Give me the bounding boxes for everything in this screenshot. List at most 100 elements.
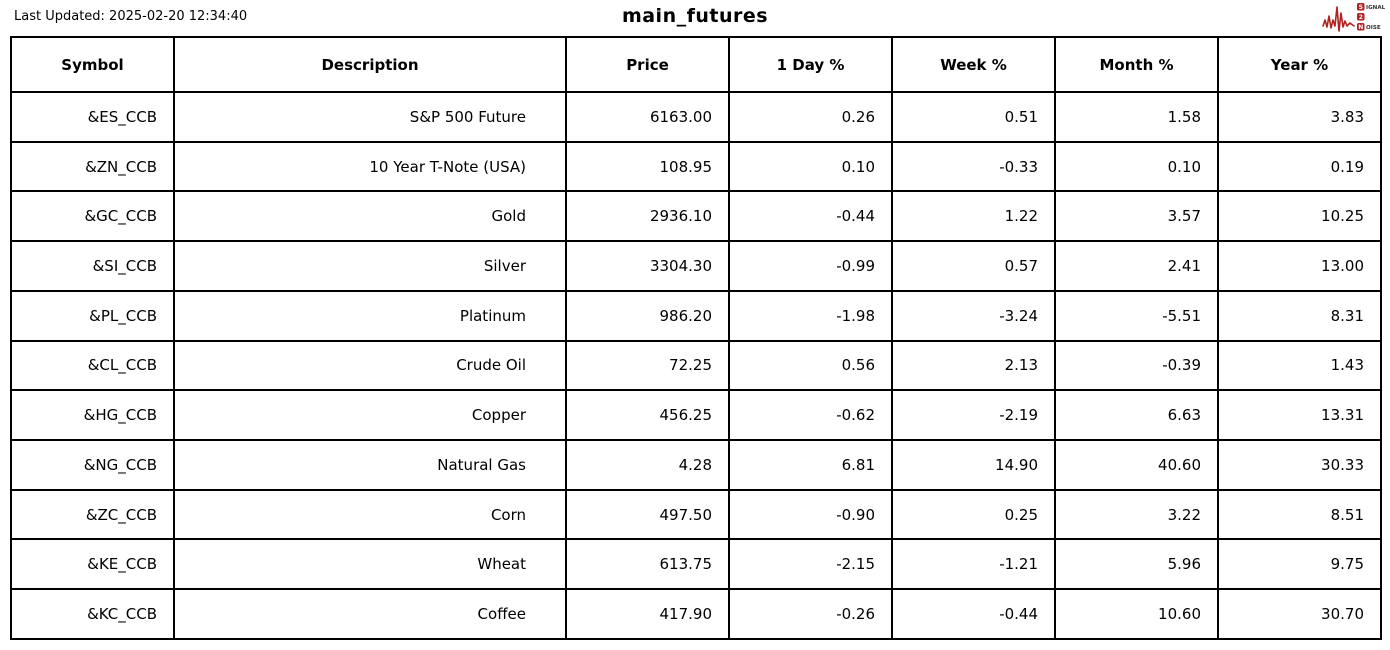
- day-change-cell: -0.99: [728, 240, 893, 292]
- futures-table-container: Symbol Description Price 1 Day % Week % Month…: [10, 36, 1382, 640]
- description-cell: Natural Gas: [173, 439, 567, 491]
- month-change-cell: 3.57: [1054, 190, 1219, 243]
- week-change-cell: 0.25: [891, 488, 1056, 541]
- year-change-cell: 9.75: [1217, 538, 1382, 591]
- logo-number-2: 2: [1359, 14, 1363, 21]
- table-row: &SI_CCB Silver 3304.30 -0.99 0.57 2.41 13.00: [10, 240, 1382, 292]
- symbol-cell: &ZC_CCB: [10, 488, 175, 541]
- column-header-price: Price: [565, 36, 730, 93]
- day-change-cell: 6.81: [728, 439, 893, 491]
- column-header-month: Month %: [1054, 36, 1219, 93]
- description-cell: Platinum: [173, 289, 567, 342]
- price-cell: 4.28: [565, 439, 730, 491]
- price-cell: 72.25: [565, 339, 730, 392]
- week-change-cell: 0.57: [891, 240, 1056, 292]
- table-row: &NG_CCB Natural Gas 4.28 6.81 14.90 40.60 30.3…: [10, 439, 1382, 491]
- page-title: main_futures: [621, 5, 769, 27]
- month-change-cell: 0.10: [1054, 140, 1219, 193]
- year-change-cell: 3.83: [1217, 91, 1382, 143]
- year-change-cell: 8.31: [1217, 289, 1382, 342]
- month-change-cell: -5.51: [1054, 289, 1219, 342]
- year-change-cell: 1.43: [1217, 339, 1382, 392]
- day-change-cell: -0.26: [728, 588, 893, 640]
- year-change-cell: 30.33: [1217, 439, 1382, 491]
- price-cell: 3304.30: [565, 240, 730, 292]
- logo-letter-s: S: [1359, 4, 1363, 11]
- month-change-cell: 10.60: [1054, 588, 1219, 640]
- description-cell: Coffee: [173, 588, 567, 640]
- table-row: &ZC_CCB Corn 497.50 -0.90 0.25 3.22 8.51: [10, 488, 1382, 541]
- year-change-cell: 10.25: [1217, 190, 1382, 243]
- table-row: &ZN_CCB 10 Year T-Note (USA) 108.95 0.10 -0.…: [10, 140, 1382, 193]
- day-change-cell: -0.44: [728, 190, 893, 243]
- logo-badge-s: [1357, 3, 1365, 11]
- column-header-description: Description: [173, 36, 567, 93]
- symbol-cell: &KE_CCB: [10, 538, 175, 591]
- price-cell: 497.50: [565, 488, 730, 541]
- day-change-cell: -0.62: [728, 389, 893, 442]
- description-cell: 10 Year T-Note (USA): [173, 140, 567, 193]
- price-cell: 2936.10: [565, 190, 730, 243]
- last-updated-label: Last Updated: 2025-02-20 12:34:40: [14, 9, 248, 24]
- description-cell: Copper: [173, 389, 567, 442]
- column-header-year: Year %: [1217, 36, 1382, 93]
- logo-letter-n: N: [1358, 24, 1363, 31]
- logo-svg: S IGNAL 2 N OISE: [1322, 3, 1385, 32]
- description-cell: Silver: [173, 240, 567, 292]
- header-row: Symbol Description Price 1 Day % Week % Month…: [10, 36, 1382, 93]
- table-header: Symbol Description Price 1 Day % Week % Month…: [10, 36, 1382, 93]
- week-change-cell: -3.24: [891, 289, 1056, 342]
- symbol-cell: &ZN_CCB: [10, 140, 175, 193]
- symbol-cell: &ES_CCB: [10, 91, 175, 143]
- column-header-week: Week %: [891, 36, 1056, 93]
- symbol-cell: &GC_CCB: [10, 190, 175, 243]
- day-change-cell: -1.98: [728, 289, 893, 342]
- price-cell: 456.25: [565, 389, 730, 442]
- symbol-cell: &KC_CCB: [10, 588, 175, 640]
- week-change-cell: 1.22: [891, 190, 1056, 243]
- week-change-cell: 2.13: [891, 339, 1056, 392]
- description-cell: Wheat: [173, 538, 567, 591]
- table-row: &GC_CCB Gold 2936.10 -0.44 1.22 3.57 10.25: [10, 190, 1382, 243]
- logo-badge-n: [1357, 23, 1365, 31]
- day-change-cell: -0.90: [728, 488, 893, 541]
- column-header-1-day: 1 Day %: [728, 36, 893, 93]
- year-change-cell: 13.00: [1217, 240, 1382, 292]
- table-row: &PL_CCB Platinum 986.20 -1.98 -3.24 -5.51 8.31: [10, 289, 1382, 342]
- year-change-cell: 30.70: [1217, 588, 1382, 640]
- month-change-cell: 2.41: [1054, 240, 1219, 292]
- logo-word-ignal: IGNAL: [1366, 5, 1385, 11]
- price-cell: 108.95: [565, 140, 730, 193]
- logo-word-oise: OISE: [1366, 25, 1381, 31]
- futures-table: Symbol Description Price 1 Day % Week % Month…: [10, 36, 1382, 640]
- day-change-cell: 0.10: [728, 140, 893, 193]
- year-change-cell: 13.31: [1217, 389, 1382, 442]
- table-row: &HG_CCB Copper 456.25 -0.62 -2.19 6.63 13.31: [10, 389, 1382, 442]
- month-change-cell: -0.39: [1054, 339, 1219, 392]
- description-cell: Crude Oil: [173, 339, 567, 392]
- description-cell: Corn: [173, 488, 567, 541]
- price-cell: 417.90: [565, 588, 730, 640]
- month-change-cell: 40.60: [1054, 439, 1219, 491]
- signal2noise-logo: S IGNAL 2 N OISE: [1321, 1, 1385, 35]
- symbol-cell: &NG_CCB: [10, 439, 175, 491]
- symbol-cell: &CL_CCB: [10, 339, 175, 392]
- table-row: &CL_CCB Crude Oil 72.25 0.56 2.13 -0.39 1.43: [10, 339, 1382, 392]
- table-row: &KC_CCB Coffee 417.90 -0.26 -0.44 10.60 30.70: [10, 588, 1382, 640]
- week-change-cell: -1.21: [891, 538, 1056, 591]
- description-cell: S&P 500 Future: [173, 91, 567, 143]
- symbol-cell: &PL_CCB: [10, 289, 175, 342]
- month-change-cell: 1.58: [1054, 91, 1219, 143]
- day-change-cell: 0.56: [728, 339, 893, 392]
- description-cell: Gold: [173, 190, 567, 243]
- year-change-cell: 0.19: [1217, 140, 1382, 193]
- day-change-cell: -2.15: [728, 538, 893, 591]
- table-body: &ES_CCB S&P 500 Future 6163.00 0.26 0.51 1.58…: [10, 91, 1382, 640]
- symbol-cell: &HG_CCB: [10, 389, 175, 442]
- price-cell: 613.75: [565, 538, 730, 591]
- price-cell: 6163.00: [565, 91, 730, 143]
- column-header-symbol: Symbol: [10, 36, 175, 93]
- symbol-cell: &SI_CCB: [10, 240, 175, 292]
- week-change-cell: -0.44: [891, 588, 1056, 640]
